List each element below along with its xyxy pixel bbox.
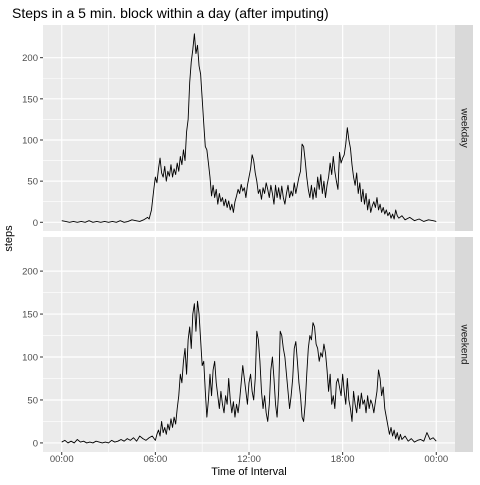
y-tick-label: 50 <box>27 177 38 188</box>
x-tick-label: 12:00 <box>237 454 261 465</box>
facet-strip <box>455 25 473 231</box>
y-tick-label: 200 <box>22 267 38 278</box>
facet-strip-label: weekday <box>459 107 470 147</box>
x-tick-label: 06:00 <box>143 454 167 465</box>
x-tick-label: 00:00 <box>424 454 448 465</box>
y-tick-label: 200 <box>22 53 38 64</box>
y-tick-label: 100 <box>22 135 38 146</box>
y-axis-title: steps <box>3 225 15 252</box>
facet-strip <box>455 237 473 452</box>
series-line <box>61 33 437 223</box>
x-axis-title: Time of Interval <box>211 466 286 478</box>
x-tick-label: 00:00 <box>50 454 74 465</box>
chart-title: Steps in a 5 min. block within a day (af… <box>12 5 329 21</box>
x-tick-label: 18:00 <box>331 454 355 465</box>
y-tick-label: 150 <box>22 94 38 105</box>
y-tick-label: 0 <box>33 438 38 449</box>
y-tick-label: 150 <box>22 310 38 321</box>
facet-strip-label: weekend <box>459 323 470 364</box>
y-tick-label: 0 <box>33 218 38 229</box>
series-line <box>61 300 437 444</box>
y-tick-label: 50 <box>27 395 38 406</box>
y-tick-label: 100 <box>22 353 38 364</box>
